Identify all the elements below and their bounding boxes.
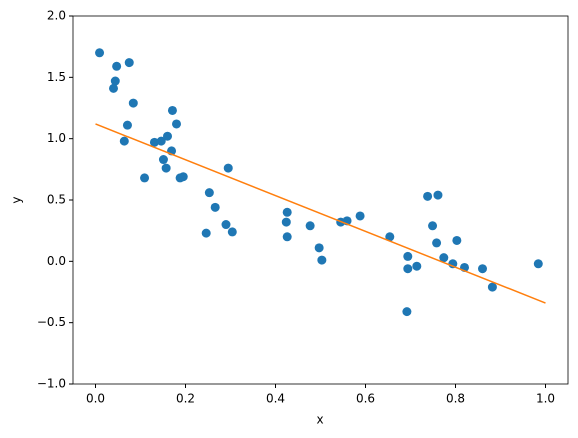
point (533, 259, 543, 269)
point (201, 228, 211, 238)
y-tick-label: 1.5 (47, 70, 66, 84)
y-tick-label: −1.0 (37, 377, 66, 391)
point (163, 131, 172, 141)
point (403, 264, 413, 274)
x-tick-label: 0.4 (266, 392, 285, 406)
point (109, 83, 118, 93)
x-axis-label: x (316, 413, 323, 427)
point (156, 136, 166, 146)
point (210, 202, 220, 212)
fit-line (95, 123, 546, 304)
x-tick-label: 0.8 (446, 392, 465, 406)
point (110, 76, 120, 86)
point (149, 137, 159, 147)
point (122, 120, 132, 130)
point (305, 221, 315, 231)
point (412, 261, 422, 271)
point (112, 61, 122, 71)
point (314, 243, 324, 253)
x-tick-label: 0.6 (356, 392, 375, 406)
point (167, 105, 177, 115)
point (403, 251, 413, 261)
point (402, 307, 412, 317)
point (119, 136, 129, 146)
x-tick-label: 0.0 (86, 392, 105, 406)
point (385, 232, 395, 242)
point (95, 48, 105, 58)
point (124, 58, 134, 68)
point (204, 188, 214, 198)
point (221, 220, 231, 230)
point (227, 227, 237, 237)
point (223, 163, 233, 173)
point (317, 255, 327, 265)
x-tick-label: 1.0 (536, 392, 555, 406)
x-tick-label: 0.2 (176, 392, 195, 406)
point (423, 191, 433, 201)
point (158, 155, 168, 165)
point (282, 232, 292, 242)
y-tick-label: 2.0 (47, 9, 66, 23)
y-tick-label: 0.0 (47, 254, 66, 268)
y-tick-label: 0.5 (47, 193, 66, 207)
point (439, 253, 449, 263)
point (128, 98, 138, 108)
point (432, 238, 442, 248)
point (487, 282, 497, 292)
point (282, 207, 292, 217)
point (355, 211, 365, 221)
point (178, 172, 188, 182)
point (281, 217, 291, 227)
y-tick-label: 1.0 (47, 131, 66, 145)
point (452, 235, 462, 245)
point (428, 221, 438, 231)
y-tick-label: −0.5 (37, 315, 66, 329)
point (140, 173, 150, 183)
y-axis-label: y (10, 196, 24, 203)
point (172, 119, 181, 129)
point (433, 190, 443, 200)
point (478, 264, 487, 274)
plot-frame (72, 15, 569, 385)
point (161, 163, 171, 173)
